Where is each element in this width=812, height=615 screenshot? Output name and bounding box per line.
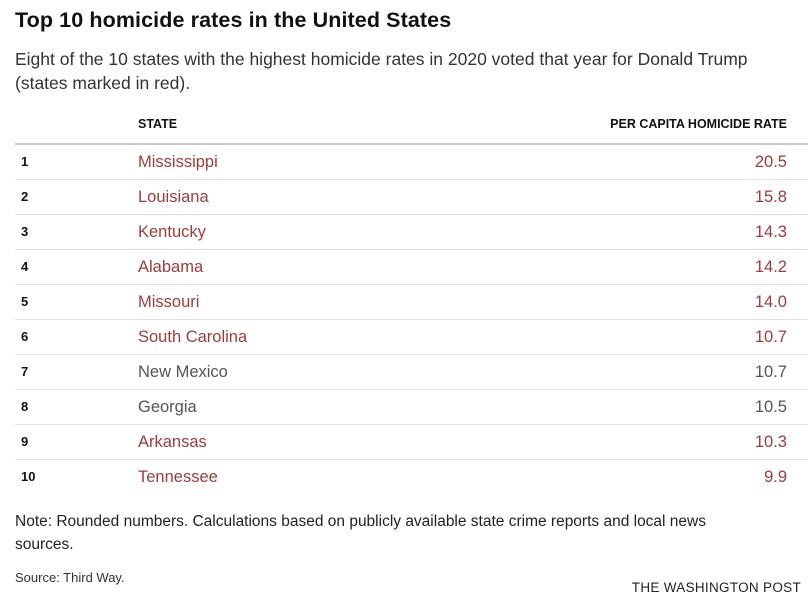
column-header-rate: PER CAPITA HOMICIDE RATE bbox=[610, 117, 787, 131]
column-header-state: STATE bbox=[138, 117, 178, 131]
row-rate: 20.5 bbox=[754, 153, 787, 171]
row-rank: 6 bbox=[21, 329, 29, 344]
table-row: 7 New Mexico 10.7 bbox=[15, 355, 808, 390]
row-rate: 15.8 bbox=[754, 188, 787, 206]
row-rank: 9 bbox=[21, 434, 29, 449]
table-body: 1 Mississippi 20.5 2 Louisiana 15.8 3 Kentucky 1… bbox=[15, 145, 808, 494]
row-rank: 3 bbox=[21, 224, 29, 239]
table-row: 6 South Carolina 10.7 bbox=[15, 320, 808, 355]
row-state: Georgia bbox=[138, 398, 197, 416]
row-rate: 10.7 bbox=[754, 363, 787, 381]
row-state: Tennessee bbox=[138, 468, 218, 486]
row-state: Alabama bbox=[138, 258, 204, 276]
row-rank: 5 bbox=[21, 294, 29, 309]
row-rank: 2 bbox=[21, 189, 29, 204]
chart-note: Note: Rounded numbers. Calculations base… bbox=[15, 513, 706, 553]
row-state: Louisiana bbox=[138, 188, 209, 206]
table-row: 1 Mississippi 20.5 bbox=[15, 145, 808, 180]
table-header: STATE PER CAPITA HOMICIDE RATE bbox=[15, 110, 808, 145]
homicide-rate-table: STATE PER CAPITA HOMICIDE RATE 1 Mississi… bbox=[15, 110, 808, 494]
table-row: 10 Tennessee 9.9 bbox=[15, 460, 808, 494]
chart-source: Source: Third Way. bbox=[15, 570, 125, 585]
row-state: Mississippi bbox=[138, 153, 218, 171]
row-rate: 14.0 bbox=[754, 293, 787, 311]
row-rank: 4 bbox=[21, 259, 29, 274]
row-rate: 10.7 bbox=[754, 328, 787, 346]
table-row: 5 Missouri 14.0 bbox=[15, 285, 808, 320]
row-rate: 14.2 bbox=[754, 258, 787, 276]
table-row: 9 Arkansas 10.3 bbox=[15, 425, 808, 460]
chart-title: Top 10 homicide rates in the United Stat… bbox=[15, 8, 452, 32]
row-state: Arkansas bbox=[138, 433, 207, 451]
table-row: 4 Alabama 14.2 bbox=[15, 250, 808, 285]
row-state: Kentucky bbox=[138, 223, 206, 241]
table-row: 8 Georgia 10.5 bbox=[15, 390, 808, 425]
table-row: 2 Louisiana 15.8 bbox=[15, 180, 808, 215]
row-rate: 10.3 bbox=[754, 433, 787, 451]
table-row: 3 Kentucky 14.3 bbox=[15, 215, 808, 250]
row-state: South Carolina bbox=[138, 328, 248, 346]
publisher-credit: THE WASHINGTON POST bbox=[631, 580, 801, 595]
row-rate: 9.9 bbox=[764, 468, 787, 486]
row-state: New Mexico bbox=[138, 363, 228, 381]
row-rate: 14.3 bbox=[754, 223, 787, 241]
row-rank: 8 bbox=[21, 399, 29, 414]
chart-subtitle: Eight of the 10 states with the highest … bbox=[15, 49, 748, 93]
row-rank: 10 bbox=[21, 469, 36, 484]
row-rate: 10.5 bbox=[754, 398, 787, 416]
row-state: Missouri bbox=[138, 293, 200, 311]
row-rank: 7 bbox=[21, 364, 29, 379]
row-rank: 1 bbox=[21, 154, 29, 169]
